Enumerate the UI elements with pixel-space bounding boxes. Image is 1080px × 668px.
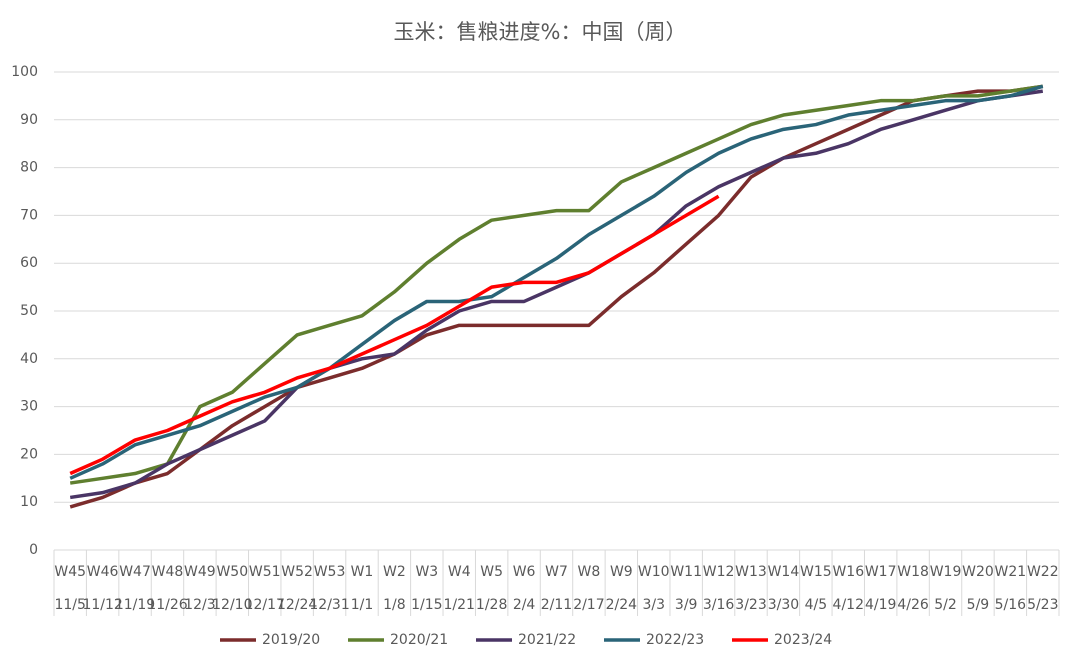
x-tick-label: W11 — [670, 564, 702, 580]
x-tick-date: 3/30 — [768, 597, 799, 613]
x-tick-label: W46 — [87, 564, 119, 580]
x-tick-date: 5/23 — [1027, 597, 1058, 613]
y-tick-label: 70 — [20, 207, 38, 223]
x-tick-label: W21 — [995, 564, 1027, 580]
x-tick-date: 4/19 — [865, 597, 896, 613]
legend-label: 2019/20 — [262, 632, 320, 648]
x-tick-label: W48 — [152, 564, 184, 580]
legend-label: 2022/23 — [646, 632, 704, 648]
x-tick-date: 2/17 — [573, 597, 604, 613]
x-tick-label: W8 — [578, 564, 601, 580]
y-tick-label: 0 — [29, 542, 38, 558]
x-tick-label: W14 — [768, 564, 800, 580]
x-tick-date: 12/24 — [277, 597, 317, 613]
x-tick-date: 3/16 — [703, 597, 735, 613]
series-line — [69, 194, 720, 476]
x-tick-date: 1/8 — [383, 597, 406, 613]
x-tick-label: W50 — [216, 564, 248, 580]
x-tick-label: W4 — [448, 564, 471, 580]
x-tick-date: 12/3 — [184, 597, 215, 613]
x-tick-date: 1/1 — [351, 597, 374, 613]
x-tick-label: W51 — [249, 564, 281, 580]
x-tick-label: W10 — [638, 564, 670, 580]
y-tick-label: 90 — [20, 112, 38, 128]
x-tick-date: 3/23 — [735, 597, 766, 613]
x-tick-label: W18 — [897, 564, 929, 580]
x-tick-label: W22 — [1027, 564, 1059, 580]
x-tick-date: 11/12 — [82, 597, 122, 613]
x-tick-date: 12/17 — [245, 597, 285, 613]
x-tick-date: 4/26 — [897, 597, 929, 613]
x-tick-date: 1/21 — [444, 597, 475, 613]
x-tick-date: 4/5 — [805, 597, 828, 613]
x-tick-date: 5/16 — [995, 597, 1027, 613]
legend-label: 2023/24 — [774, 632, 832, 648]
x-tick-date: 11/26 — [147, 597, 187, 613]
x-tick-date: 5/2 — [934, 597, 957, 613]
legend-label: 2021/22 — [518, 632, 576, 648]
x-tick-label: W45 — [54, 564, 86, 580]
series-line — [69, 89, 1044, 500]
x-tick-label: W13 — [735, 564, 767, 580]
x-tick-label: W9 — [610, 564, 633, 580]
y-tick-label: 20 — [20, 446, 38, 462]
x-tick-date: 2/24 — [606, 597, 638, 613]
x-tick-date: 2/4 — [513, 597, 536, 613]
x-tick-date: 12/10 — [212, 597, 252, 613]
y-tick-label: 30 — [20, 399, 38, 415]
x-tick-label: W53 — [314, 564, 346, 580]
x-tick-label: W17 — [865, 564, 897, 580]
x-tick-label: W52 — [281, 564, 313, 580]
y-tick-label: 40 — [20, 351, 38, 367]
x-tick-label: W6 — [513, 564, 536, 580]
x-tick-label: W5 — [480, 564, 503, 580]
x-tick-date: 3/3 — [642, 597, 665, 613]
x-tick-date: 11/19 — [115, 597, 155, 613]
x-tick-date: 3/9 — [675, 597, 698, 613]
x-tick-label: W20 — [962, 564, 994, 580]
y-tick-label: 100 — [11, 64, 38, 80]
x-tick-label: W19 — [930, 564, 962, 580]
x-tick-label: W2 — [383, 564, 406, 580]
y-tick-label: 10 — [20, 494, 38, 510]
series-line — [69, 84, 1044, 509]
x-tick-label: W12 — [703, 564, 735, 580]
x-tick-label: W47 — [119, 564, 151, 580]
x-tick-label: W49 — [184, 564, 216, 580]
y-tick-label: 60 — [20, 255, 38, 271]
x-tick-date: 5/9 — [967, 597, 990, 613]
x-tick-label: W1 — [351, 564, 374, 580]
y-tick-label: 50 — [20, 303, 38, 319]
y-tick-label: 80 — [20, 160, 38, 176]
x-tick-label: W16 — [832, 564, 864, 580]
x-tick-date: 1/28 — [476, 597, 507, 613]
x-tick-label: W3 — [415, 564, 438, 580]
x-tick-date: 12/31 — [309, 597, 349, 613]
series-line — [69, 84, 1044, 480]
x-tick-date: 2/11 — [541, 597, 572, 613]
x-tick-label: W15 — [800, 564, 832, 580]
x-tick-date: 11/5 — [54, 597, 85, 613]
x-tick-date: 4/12 — [833, 597, 864, 613]
legend-label: 2020/21 — [390, 632, 448, 648]
series-line — [69, 84, 1044, 485]
x-tick-label: W7 — [545, 564, 568, 580]
chart-title: 玉米：售粮进度%：中国（周） — [394, 20, 687, 44]
x-tick-date: 1/15 — [411, 597, 442, 613]
